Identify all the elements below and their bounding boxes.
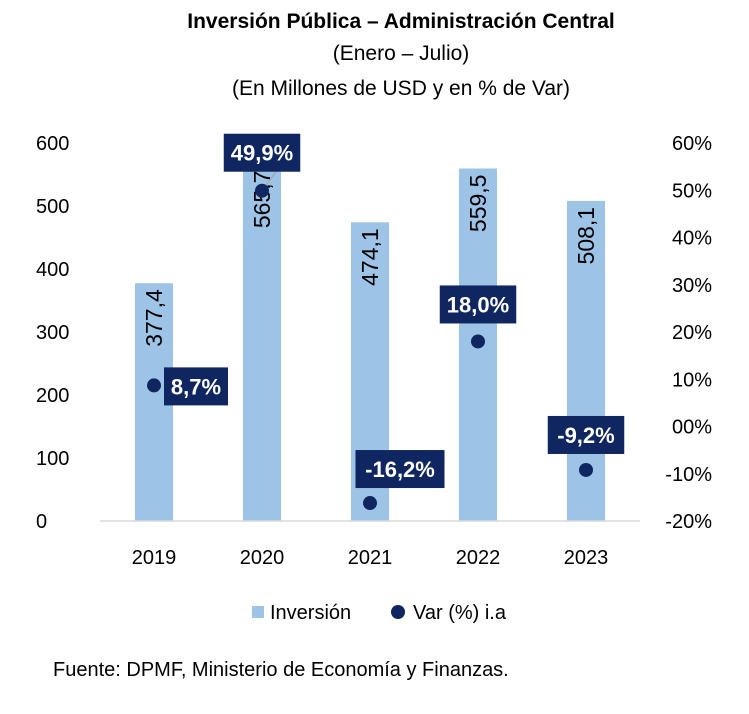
x-axis-tick-label: 2021 [348, 547, 393, 569]
right-axis-tick-label: -20% [665, 511, 712, 533]
right-axis: -20% -10% 00% 10% 20% 30% 40% 50% 60% [665, 133, 712, 533]
right-axis-tick-label: 50% [672, 180, 712, 202]
left-axis: 0 100 200 300 400 500 600 [36, 133, 69, 533]
legend: Inversión Var (%) i.a [252, 602, 507, 624]
point-value-label: -9,2% [557, 423, 614, 448]
point-label-box [164, 367, 228, 406]
right-axis-tick-label: 10% [672, 369, 712, 391]
point-value-label: 8,7% [171, 374, 221, 399]
bar-value-label: 474,1 [357, 228, 383, 286]
right-axis-tick-label: 40% [672, 228, 712, 250]
left-axis-tick-label: 0 [36, 511, 47, 533]
left-axis-tick-label: 300 [36, 322, 69, 344]
bar-value-label: 377,4 [141, 289, 167, 347]
x-axis-tick-label: 2020 [240, 547, 285, 569]
legend-label-var: Var (%) i.a [413, 602, 507, 624]
left-axis-tick-label: 600 [36, 133, 69, 155]
chart-title: Inversión Pública – Administración Centr… [187, 10, 615, 33]
legend-label-inversion: Inversión [270, 602, 351, 624]
chart-subtitle-period: (Enero – Julio) [333, 42, 470, 65]
point-marker [147, 378, 161, 393]
x-axis-tick-label: 2023 [564, 547, 609, 569]
point-label-box [439, 285, 517, 324]
chart-subtitle-units: (En Millones de USD y en % de Var) [232, 77, 570, 100]
x-axis: 2019 2020 2021 2022 2023 [132, 547, 609, 569]
bar-value-label: 565,7 [249, 171, 275, 229]
legend-swatch-var [391, 605, 405, 619]
left-axis-tick-label: 200 [36, 385, 69, 407]
left-axis-tick-label: 400 [36, 259, 69, 281]
right-axis-tick-label: 00% [672, 417, 712, 439]
point-marker [255, 183, 269, 198]
source-note: Fuente: DPMF, Ministerio de Economía y F… [53, 659, 509, 681]
x-axis-tick-label: 2022 [456, 547, 501, 569]
left-axis-tick-label: 500 [36, 196, 69, 218]
point-marker [471, 334, 485, 349]
point-label-box [547, 415, 625, 454]
point-value-label: -16,2% [365, 457, 435, 482]
point-value-label: 18,0% [447, 292, 509, 317]
right-axis-tick-label: -10% [665, 464, 712, 486]
right-axis-tick-label: 30% [672, 275, 712, 297]
legend-swatch-inversion [252, 606, 264, 618]
marker-series: 8,7% 49,9% -16,2% 18,0% -9,2% [147, 133, 625, 511]
bar-value-label: 508,1 [573, 207, 599, 265]
left-axis-tick-label: 100 [36, 448, 69, 470]
bar-value-label: 559,5 [465, 175, 491, 233]
point-marker [363, 496, 377, 511]
x-axis-tick-label: 2019 [132, 547, 177, 569]
bar [243, 164, 281, 521]
point-value-label: 49,9% [231, 141, 293, 166]
point-label-box [355, 450, 445, 489]
point-label-box [223, 133, 301, 172]
point-marker [579, 462, 593, 477]
right-axis-tick-label: 20% [672, 322, 712, 344]
right-axis-tick-label: 60% [672, 133, 712, 155]
